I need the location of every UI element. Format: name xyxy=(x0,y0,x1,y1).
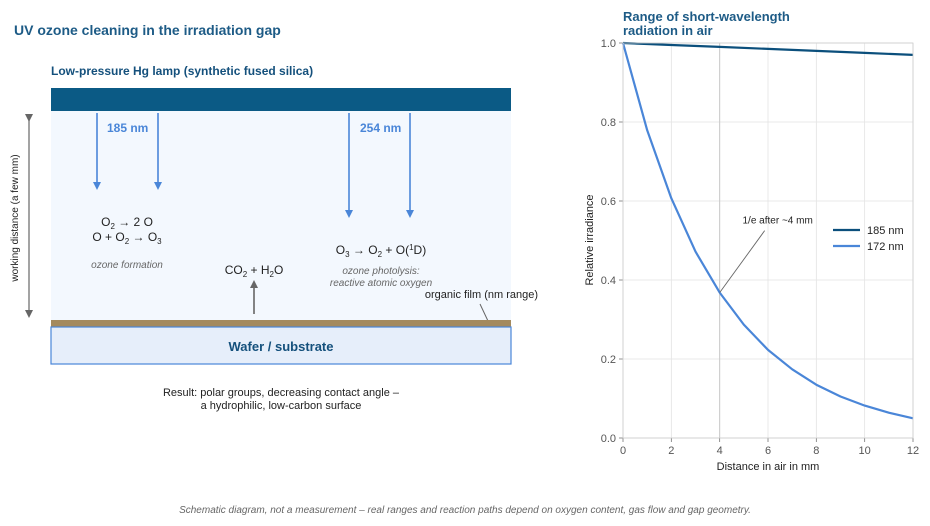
plot-frame xyxy=(622,42,914,439)
photolysis-caption-line1: ozone photolysis: xyxy=(342,266,419,277)
x-tick-label: 0 xyxy=(620,445,626,457)
ozone-photolysis-equation: O3 → O2 + O(1D) xyxy=(336,243,426,259)
series-line-185-nm xyxy=(622,41,914,56)
y-tick-label: 0.0 xyxy=(601,433,616,445)
organic-film-leader xyxy=(479,303,489,322)
hg-lamp xyxy=(51,88,511,111)
photolysis-caption-line2: reactive atomic oxygen xyxy=(330,278,433,289)
co2-h2o-formula: CO2 + H2O xyxy=(225,263,284,279)
wafer-label: Wafer / substrate xyxy=(229,339,334,354)
legend-label-185: 185 nm xyxy=(867,225,904,237)
x-tick-label: 8 xyxy=(813,445,819,457)
series-line-172-nm xyxy=(621,42,914,420)
wl-254-label: 254 nm xyxy=(360,121,401,135)
annotation-leader xyxy=(719,230,766,293)
x-tick-label: 4 xyxy=(717,445,723,457)
svg-text:O2 → 2 O: O2 → 2 O xyxy=(101,215,153,231)
wl-185-label: 185 nm xyxy=(107,121,148,135)
y-tick-label: 0.4 xyxy=(601,275,616,287)
chart-legend: 185 nm 172 nm xyxy=(833,225,904,253)
y-tick-label: 0.8 xyxy=(601,117,616,129)
result-line-2: a hydrophilic, low-carbon surface xyxy=(201,400,362,412)
footnote: Schematic diagram, not a measurement – r… xyxy=(179,505,751,516)
lamp-label: Low-pressure Hg lamp (synthetic fused si… xyxy=(51,64,313,78)
y-axis-label: Relative irradiance xyxy=(584,194,596,285)
wafer-substrate xyxy=(50,326,512,365)
ozone-formation-caption: ozone formation xyxy=(91,260,163,271)
ozone-formation-equations: O2 → 2 O O + O2 → O3 xyxy=(92,215,162,246)
y-tick-label: 1.0 xyxy=(601,38,616,50)
svg-text:O + O2 → O3: O + O2 → O3 xyxy=(92,230,162,246)
y-tick-label: 0.6 xyxy=(601,196,616,208)
x-tick-label: 12 xyxy=(907,445,919,457)
y-tick-label: 0.2 xyxy=(601,354,616,366)
x-tick-label: 2 xyxy=(668,445,674,457)
result-line-1: Result: polar groups, decreasing contact… xyxy=(163,387,400,399)
x-axis-label: Distance in air in mm xyxy=(717,461,820,473)
legend-label-172: 172 nm xyxy=(867,241,904,253)
chart-annotation: 1/e after ~4 mm xyxy=(743,216,813,227)
chart-title-line1: Range of short-wavelength xyxy=(623,9,790,24)
organic-film-label: organic film (nm range) xyxy=(425,289,538,301)
organic-film xyxy=(51,320,511,327)
chart-title-line2: radiation in air xyxy=(623,23,713,38)
chart-series xyxy=(621,41,914,420)
irradiation-gap xyxy=(51,111,511,321)
diagram-title: UV ozone cleaning in the irradiation gap xyxy=(14,22,281,38)
working-distance-label: working distance (a few mm) xyxy=(10,154,21,282)
chart-tick-labels: 0 2 4 6 8 10 12 0.0 0.2 0.4 0.6 0.8 1.0 xyxy=(601,38,919,457)
x-tick-label: 10 xyxy=(859,445,871,457)
x-tick-label: 6 xyxy=(765,445,771,457)
